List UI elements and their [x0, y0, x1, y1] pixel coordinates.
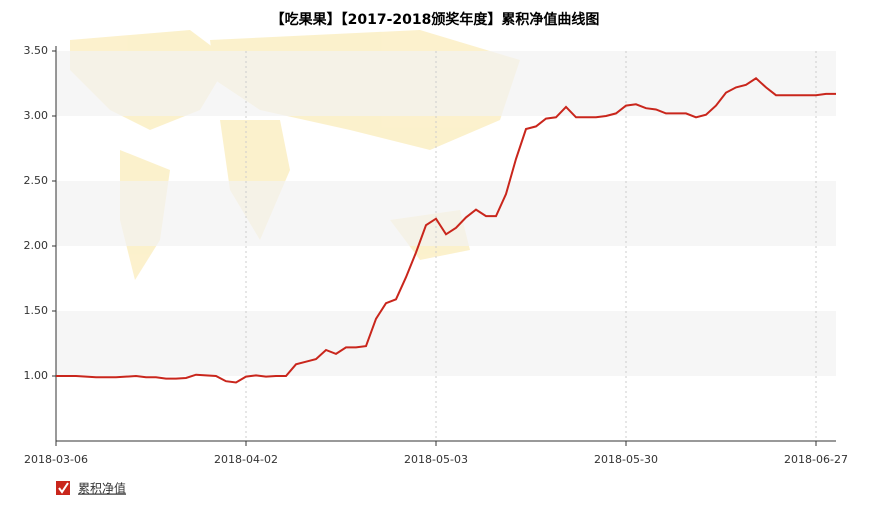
x-tick-label: 2018-05-03	[404, 453, 468, 466]
grid-band	[56, 51, 836, 116]
y-tick-label: 3.00	[24, 109, 49, 122]
chart-title: 【吃果果】【2017-2018颁奖年度】累积净值曲线图	[271, 11, 600, 28]
y-tick-label: 1.50	[24, 304, 49, 317]
grid-band	[56, 181, 836, 246]
legend-label[interactable]: 累积净值	[78, 481, 126, 496]
y-tick-label: 2.00	[24, 239, 49, 252]
x-tick-label: 2018-06-27	[784, 453, 848, 466]
x-tick-label: 2018-03-06	[24, 453, 88, 466]
x-tick-label: 2018-04-02	[214, 453, 278, 466]
y-tick-label: 1.00	[24, 369, 49, 382]
legend-check	[58, 482, 69, 494]
plot: 1.00 1.50 2.00 2.50 3.00 3.50 2018-03-06 2018-0…	[24, 44, 848, 466]
y-tick-label: 3.50	[24, 44, 49, 57]
grid-band	[56, 311, 836, 376]
data-line	[56, 77, 836, 384]
x-tick-label: 2018-05-30	[594, 453, 658, 466]
y-tick-label: 2.50	[24, 174, 49, 187]
